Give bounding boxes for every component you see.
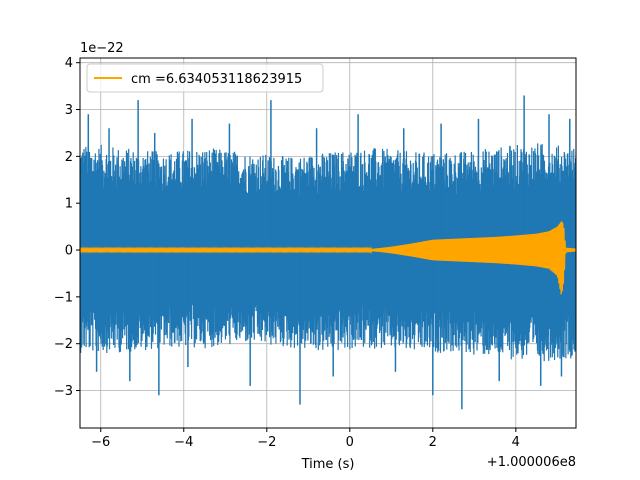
y-tick-label: 2	[65, 150, 73, 165]
x-tick-label: −6	[91, 435, 110, 450]
noise-series	[80, 95, 576, 410]
y-tick-label: −1	[54, 290, 73, 305]
plot-frame	[79, 57, 577, 429]
legend-box	[86, 63, 324, 93]
y-tick-label: 4	[65, 56, 73, 71]
x-tick-label: −2	[257, 435, 276, 450]
y-scale-label: 1e−22	[80, 41, 124, 56]
y-tick-label: −3	[54, 384, 73, 399]
x-tick-label: −4	[174, 435, 193, 450]
legend: cm =6.634053118623915	[86, 63, 324, 93]
chirp-line	[80, 221, 576, 295]
y-tick-label: 1	[65, 197, 73, 212]
y-tick-label: 3	[65, 103, 73, 118]
x-offset-label: +1.000006e8	[487, 455, 576, 470]
axis-ticks: −6 −4 −2 0 2 4 −3 −2 −1 0 1 2 3 4	[54, 56, 520, 450]
x-tick-label: 4	[512, 435, 520, 450]
chirp-series	[80, 221, 576, 295]
x-tick-label: 2	[429, 435, 437, 450]
noise-line	[80, 143, 576, 362]
y-tick-label: 0	[65, 244, 73, 259]
plot-area	[80, 95, 576, 410]
x-tick-label: 0	[346, 435, 354, 450]
legend-label-chirp: cm =6.634053118623915	[131, 72, 302, 87]
y-tick-label: −2	[54, 337, 73, 352]
x-axis-label: Time (s)	[301, 457, 355, 472]
